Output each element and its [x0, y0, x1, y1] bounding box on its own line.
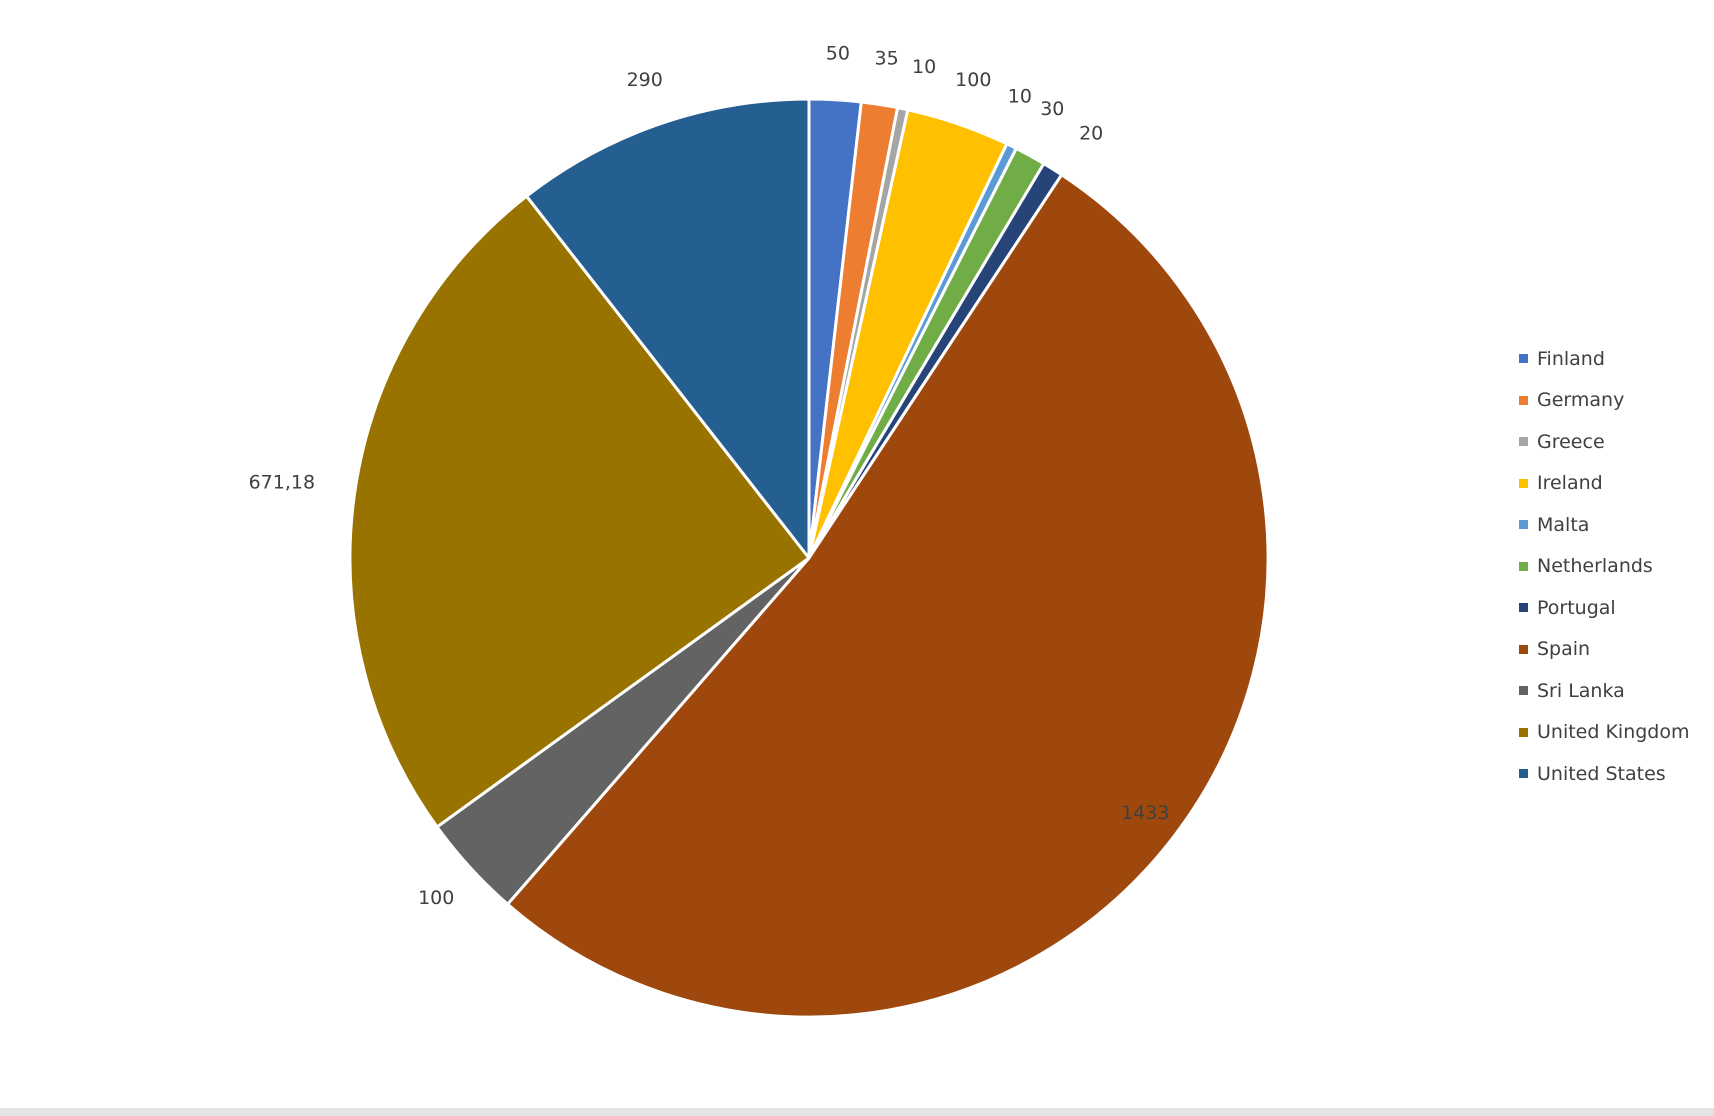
legend-item-greece: Greece — [1519, 421, 1709, 463]
legend-swatch-united-kingdom — [1519, 727, 1528, 737]
legend-swatch-greece — [1519, 437, 1528, 447]
legend-label-portugal: Portugal — [1537, 596, 1616, 619]
pie-slice-spain — [506, 173, 1270, 1019]
legend-item-spain: Spain — [1519, 629, 1709, 671]
legend-item-united-kingdom: United Kingdom — [1519, 712, 1709, 754]
data-label-malta: 10 — [1008, 85, 1032, 107]
legend-swatch-ireland — [1519, 478, 1528, 488]
legend-label-greece: Greece — [1537, 430, 1605, 453]
legend-label-united-states: United States — [1537, 762, 1666, 785]
legend-item-malta: Malta — [1519, 504, 1709, 546]
pie-slices — [348, 97, 1270, 1019]
legend-label-malta: Malta — [1537, 513, 1590, 536]
data-labels: 50 35 10 100 10 30 20 1433 100 671,18 290 — [249, 42, 1170, 909]
data-label-sri-lanka: 100 — [418, 887, 454, 909]
legend-swatch-netherlands — [1519, 561, 1528, 571]
legend-item-sri-lanka: Sri Lanka — [1519, 670, 1709, 712]
pie-slice-united-states — [525, 97, 811, 560]
legend-item-portugal: Portugal — [1519, 587, 1709, 629]
data-label-ireland: 100 — [955, 69, 991, 91]
legend-swatch-sri-lanka — [1519, 686, 1528, 696]
data-label-united-kingdom: 671,18 — [249, 472, 315, 494]
legend-swatch-united-states — [1519, 769, 1528, 779]
legend-label-germany: Germany — [1537, 389, 1625, 412]
pie-slice-united-kingdom — [348, 194, 811, 829]
legend-swatch-germany — [1519, 395, 1528, 405]
legend-swatch-finland — [1519, 354, 1528, 364]
legend-label-netherlands: Netherlands — [1537, 555, 1653, 578]
data-label-germany: 35 — [874, 48, 898, 70]
legend-label-ireland: Ireland — [1537, 472, 1603, 495]
data-label-spain: 1433 — [1121, 802, 1169, 824]
legend-item-germany: Germany — [1519, 380, 1709, 422]
data-label-greece: 10 — [912, 56, 936, 78]
data-label-united-states: 290 — [627, 69, 663, 91]
legend-label-finland: Finland — [1537, 347, 1605, 370]
legend-swatch-malta — [1519, 520, 1528, 530]
legend-item-ireland: Ireland — [1519, 463, 1709, 505]
legend-label-united-kingdom: United Kingdom — [1537, 721, 1690, 744]
bottom-border — [0, 1108, 1714, 1116]
chart-legend: Finland Germany Greece Ireland Malta Netherla… — [1519, 338, 1709, 795]
data-label-portugal: 20 — [1079, 123, 1103, 145]
legend-item-finland: Finland — [1519, 338, 1709, 380]
data-label-netherlands: 30 — [1040, 98, 1064, 120]
legend-label-sri-lanka: Sri Lanka — [1537, 679, 1625, 702]
data-label-finland: 50 — [826, 42, 850, 64]
legend-swatch-portugal — [1519, 603, 1528, 613]
legend-label-spain: Spain — [1537, 638, 1591, 661]
legend-swatch-spain — [1519, 644, 1528, 654]
legend-item-netherlands: Netherlands — [1519, 546, 1709, 588]
legend-item-united-states: United States — [1519, 753, 1709, 795]
